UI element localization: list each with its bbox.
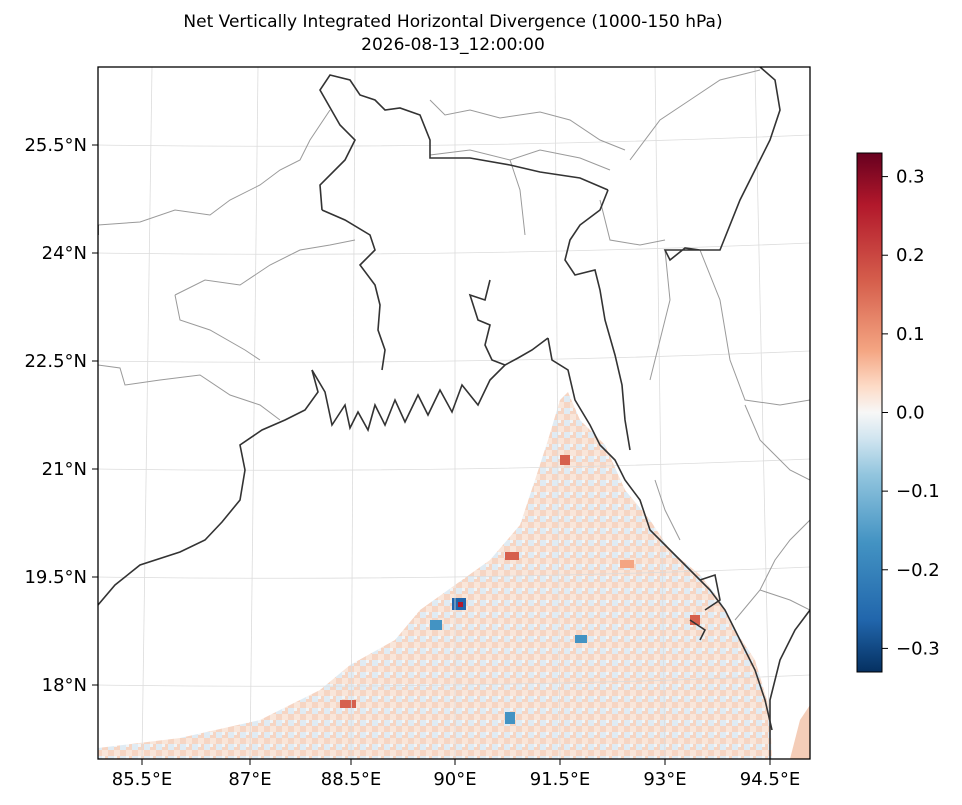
colorbar-tick-label: 0.0 (896, 403, 925, 424)
colorbar-tick-label: −0.3 (896, 638, 940, 659)
colorbar-tick-label: 0.3 (896, 167, 925, 188)
colorbar-ramp (856, 152, 883, 673)
map-subtitle: 2026-08-13_12:00:00 (361, 35, 545, 55)
colorbar-tick-label: 0.1 (896, 324, 925, 345)
lat-axis: 25.5°N 24°N 22.5°N 21°N 19.5°N 18°N (24, 135, 98, 696)
lat-tick-label: 25.5°N (24, 135, 87, 156)
divergence-features (340, 455, 700, 724)
lat-tick-label: 18°N (42, 675, 87, 696)
lon-axis: 85.5°E 87°E 88.5°E 90°E 91.5°E 93°E 94.5°E (112, 759, 800, 790)
lat-tick-label: 21°N (42, 459, 87, 480)
colorbar-tick-label: −0.2 (896, 560, 940, 581)
colorbar-tick-label: 0.2 (896, 245, 925, 266)
lon-tick-label: 91.5°E (530, 769, 590, 790)
lat-tick-label: 19.5°N (24, 567, 87, 588)
lon-tick-label: 90°E (433, 769, 476, 790)
lon-tick-label: 85.5°E (112, 769, 172, 790)
colorbar: 0.3 0.2 0.1 0.0 −0.1 −0.2 −0.3 (856, 152, 940, 673)
lat-tick-label: 22.5°N (24, 351, 87, 372)
divergence-field-east (790, 705, 810, 759)
gridlines (98, 67, 810, 759)
lat-tick-label: 24°N (42, 243, 87, 264)
lon-tick-label: 88.5°E (321, 769, 381, 790)
lon-tick-label: 93°E (643, 769, 686, 790)
colorbar-tick-label: −0.1 (896, 481, 940, 502)
map-frame (97, 66, 811, 760)
coastlines (98, 67, 810, 759)
lon-tick-label: 87°E (228, 769, 271, 790)
state-borders (98, 69, 810, 621)
lon-tick-label: 94.5°E (740, 769, 800, 790)
map-title: Net Vertically Integrated Horizontal Div… (183, 12, 723, 32)
divergence-field (98, 392, 772, 759)
colorbar-ticks: 0.3 0.2 0.1 0.0 −0.1 −0.2 −0.3 (882, 167, 940, 659)
